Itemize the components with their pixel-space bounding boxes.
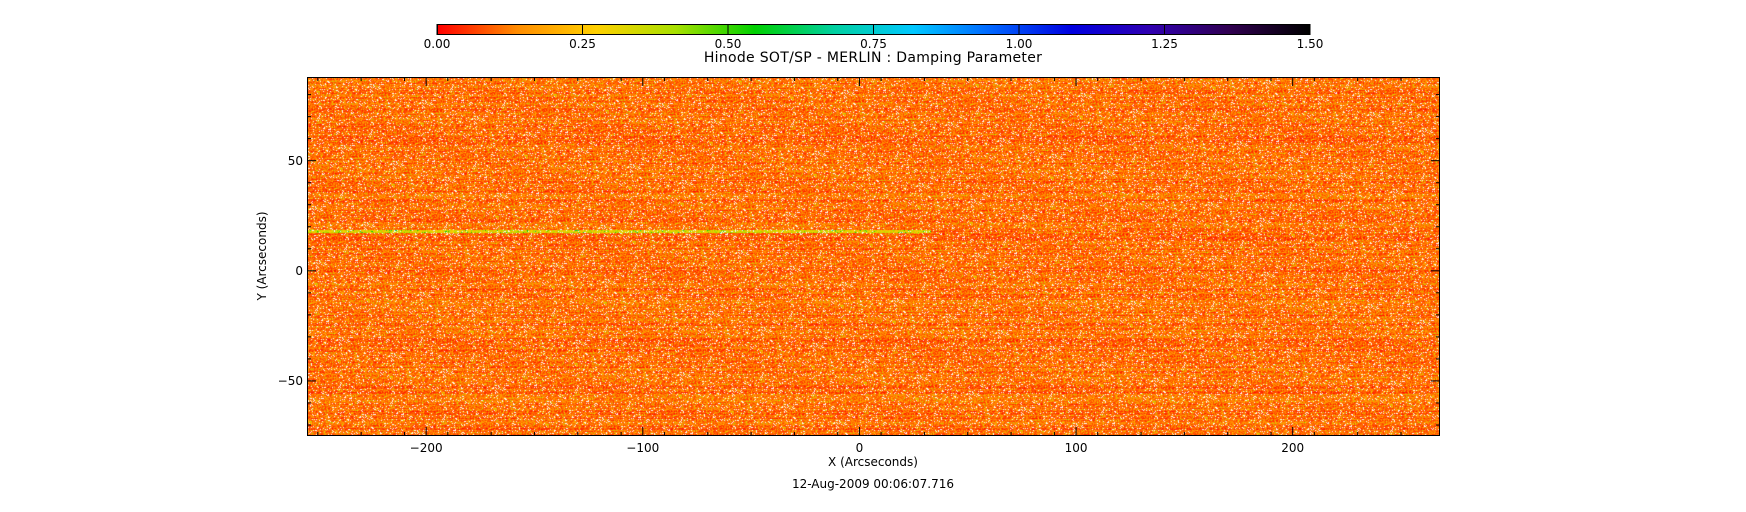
- x-tick-label: 200: [1281, 441, 1305, 455]
- x-tick-label: 0: [855, 441, 864, 455]
- colorbar-tick-label: 1.25: [1151, 37, 1178, 51]
- x-axis-label: X (Arcseconds): [828, 455, 918, 469]
- damping-parameter-heatmap: [307, 77, 1440, 436]
- x-tick-label: 100: [1064, 441, 1088, 455]
- x-tick-label: −100: [626, 441, 660, 455]
- y-axis-label: Y (Arcseconds): [255, 211, 269, 301]
- y-tick-label: −50: [277, 373, 303, 388]
- colorbar-tick-label: 0.25: [569, 37, 596, 51]
- chart-title: Hinode SOT/SP - MERLIN : Damping Paramet…: [703, 50, 1043, 66]
- colorbar-tick-label: 0.75: [860, 37, 887, 51]
- colorbar-tick-label: 0.50: [714, 37, 742, 51]
- x-tick-label: −200: [409, 441, 443, 455]
- colorbar-tick-label: 1.50: [1296, 37, 1324, 51]
- colorbar-tick-label: 0.00: [423, 37, 451, 51]
- y-tick-label: 0: [295, 263, 303, 278]
- timestamp: 12-Aug-2009 00:06:07.716: [791, 477, 955, 491]
- y-tick-label: 50: [287, 153, 303, 168]
- colorbar-tick-label: 1.00: [1005, 37, 1033, 51]
